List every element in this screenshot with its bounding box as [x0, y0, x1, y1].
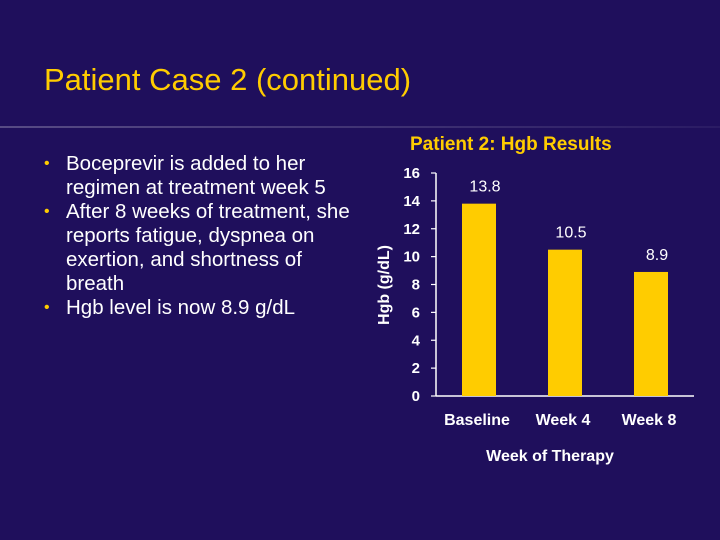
y-tick-label: 12	[403, 221, 420, 238]
y-tick-label: 16	[403, 165, 420, 182]
bar	[548, 249, 582, 396]
data-label: 10.5	[555, 225, 586, 242]
y-tick-label: 0	[412, 388, 420, 405]
y-tick-label: 4	[412, 332, 421, 349]
x-tick-label: Week 8	[622, 412, 677, 429]
data-label: 8.9	[646, 247, 668, 264]
data-label: 13.8	[469, 179, 500, 196]
y-tick-label: 10	[403, 249, 420, 266]
y-tick-label: 8	[412, 277, 420, 294]
bullet-list: Boceprevir is added to her regimen at tr…	[44, 152, 364, 320]
title-divider	[0, 126, 720, 128]
x-tick-label: Baseline	[444, 412, 510, 429]
y-tick-label: 6	[412, 304, 420, 321]
bullet-item: After 8 weeks of treatment, she reports …	[44, 200, 364, 296]
chart-title: Patient 2: Hgb Results	[410, 134, 612, 155]
bar	[634, 271, 668, 396]
y-tick-label: 14	[403, 193, 420, 210]
x-tick-label: Week 4	[536, 412, 591, 429]
bullet-item: Hgb level is now 8.9 g/dL	[44, 296, 364, 320]
y-axis-title: Hgb (g/dL)	[376, 245, 393, 325]
y-tick-label: 2	[412, 360, 420, 377]
x-axis-title: Week of Therapy	[486, 448, 614, 465]
bullet-item: Boceprevir is added to her regimen at tr…	[44, 152, 364, 200]
slide-title: Patient Case 2 (continued)	[44, 62, 412, 97]
bar	[462, 203, 496, 396]
